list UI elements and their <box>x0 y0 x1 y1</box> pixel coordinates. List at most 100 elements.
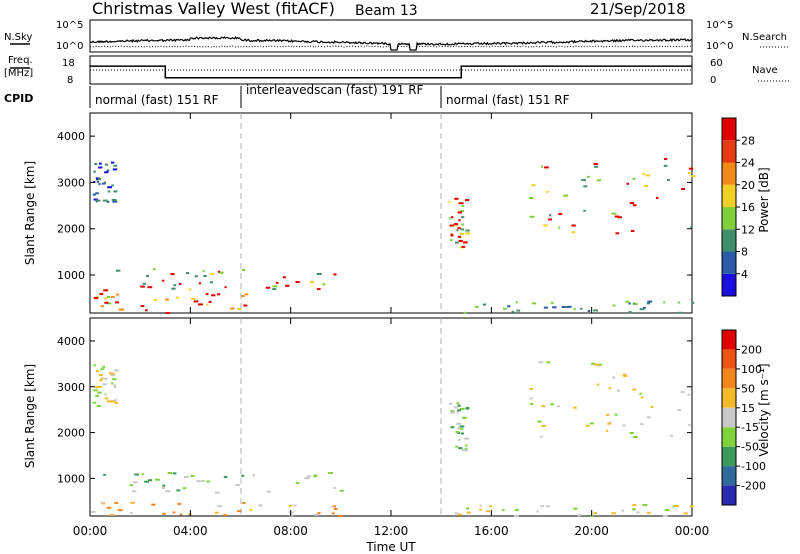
scatter-cell <box>97 391 102 394</box>
scatter-cell <box>629 202 635 205</box>
station-title: Christmas Valley West (fitACF) <box>92 0 335 18</box>
cpid-segment-1: normal (fast) 151 RF <box>95 93 219 107</box>
scatter-cell <box>515 301 518 304</box>
scatter-cell <box>573 308 576 311</box>
scatter-cell <box>543 224 548 227</box>
scatter-cell <box>241 474 245 477</box>
scatter-cell <box>450 411 455 414</box>
scatter-cell <box>243 304 248 307</box>
scatter-cell <box>141 473 144 476</box>
scatter-cell <box>190 474 195 477</box>
scatter-cell <box>644 185 649 187</box>
scatter-cell <box>94 163 98 165</box>
scatter-cell <box>616 389 620 392</box>
scatter-cell <box>203 275 207 277</box>
colorbar-segment <box>722 368 736 389</box>
scatter-cell <box>214 511 219 514</box>
scatter-cell <box>516 309 521 312</box>
scatter-cell <box>529 197 534 199</box>
scatter-cell <box>457 211 462 214</box>
scatter-cell <box>331 512 335 515</box>
scatter-cell <box>457 409 462 412</box>
nsky-label: N.Sky <box>4 32 32 43</box>
scatter-cell <box>532 302 536 305</box>
scatter-cell <box>322 283 326 286</box>
scatter-cell <box>155 478 160 481</box>
colorbar-tick: 100 <box>741 363 762 376</box>
scatter-cell <box>629 432 634 434</box>
scatter-cell <box>460 432 464 435</box>
scatter-cell <box>540 505 544 508</box>
scatter-cell <box>111 199 117 201</box>
colorbar-tick: 200 <box>741 343 762 356</box>
scatter-cell <box>597 363 603 366</box>
scatter-cell <box>608 387 612 390</box>
scatter-cell <box>111 184 114 187</box>
scatter-cell <box>546 190 549 193</box>
scatter-cell <box>656 196 659 199</box>
scatter-cell <box>112 378 117 381</box>
scatter-cell <box>457 513 462 516</box>
scatter-cell <box>606 413 610 416</box>
scatter-cell <box>242 269 245 271</box>
scatter-cell <box>583 209 586 212</box>
scatter-cell <box>688 423 691 426</box>
colorbar-tick: 12 <box>741 223 755 236</box>
scatter-cell <box>680 391 685 393</box>
scatter-cell <box>640 396 644 399</box>
scatter-cell <box>317 288 321 291</box>
scatter-cell <box>332 505 337 508</box>
scatter-cell <box>98 166 103 169</box>
scatter-cell <box>530 402 534 405</box>
freq-label-2: [MHz] <box>4 68 33 79</box>
noise-tick-bottom-left: 10^0 <box>56 41 83 52</box>
x-tick-label: 12:00 <box>374 524 409 538</box>
scatter-cell <box>571 224 576 227</box>
scatter-cell <box>293 504 297 507</box>
frequency-panel: Freq. [MHz] 18 8 60 0 Nave <box>4 55 790 86</box>
scatter-cell <box>639 392 642 395</box>
scatter-cell <box>455 445 459 448</box>
scatter-cell <box>189 288 192 291</box>
scatter-cell <box>215 491 220 494</box>
scatter-cell <box>596 179 602 182</box>
scatter-cell <box>152 268 156 271</box>
scatter-cell <box>451 216 454 219</box>
colorbar-segment <box>722 251 736 274</box>
scatter-cell <box>450 410 454 413</box>
scatter-cell <box>596 383 600 386</box>
scatter-cell <box>646 302 651 305</box>
scatter-cell <box>558 213 563 215</box>
scatter-cell <box>642 307 646 309</box>
scatter-cell <box>690 226 693 228</box>
scatter-cell <box>184 475 189 478</box>
scatter-cell <box>240 295 245 298</box>
scatter-cell <box>664 508 670 511</box>
cpid-segment-3: normal (fast) 151 RF <box>446 93 570 107</box>
scatter-cell <box>202 270 205 273</box>
nave-tick-bottom: 0 <box>710 75 716 86</box>
scatter-cell <box>113 164 118 167</box>
scatter-cell <box>164 298 169 301</box>
scatter-cell <box>170 273 175 276</box>
scatter-cell <box>272 288 277 291</box>
scatter-cell <box>190 298 196 301</box>
scatter-cell <box>110 295 115 298</box>
scatter-cell <box>529 215 535 218</box>
scatter-cell <box>448 200 451 203</box>
scatter-cell <box>210 273 215 275</box>
scatter-cell <box>548 214 552 217</box>
scatter-cell <box>630 230 635 232</box>
scatter-cell <box>642 172 645 175</box>
y-tick-label: 3000 <box>57 381 85 394</box>
scatter-cell <box>146 275 149 277</box>
freq-line <box>90 65 692 79</box>
scatter-cell <box>237 308 242 310</box>
scatter-cell <box>645 174 651 177</box>
x-tick-label: 00:00 <box>73 524 108 538</box>
scatter-cell <box>177 502 182 505</box>
scatter-cell <box>111 382 114 385</box>
scatter-cell <box>208 300 212 303</box>
colorbar-segment <box>722 388 736 408</box>
scatter-cell <box>275 281 279 284</box>
